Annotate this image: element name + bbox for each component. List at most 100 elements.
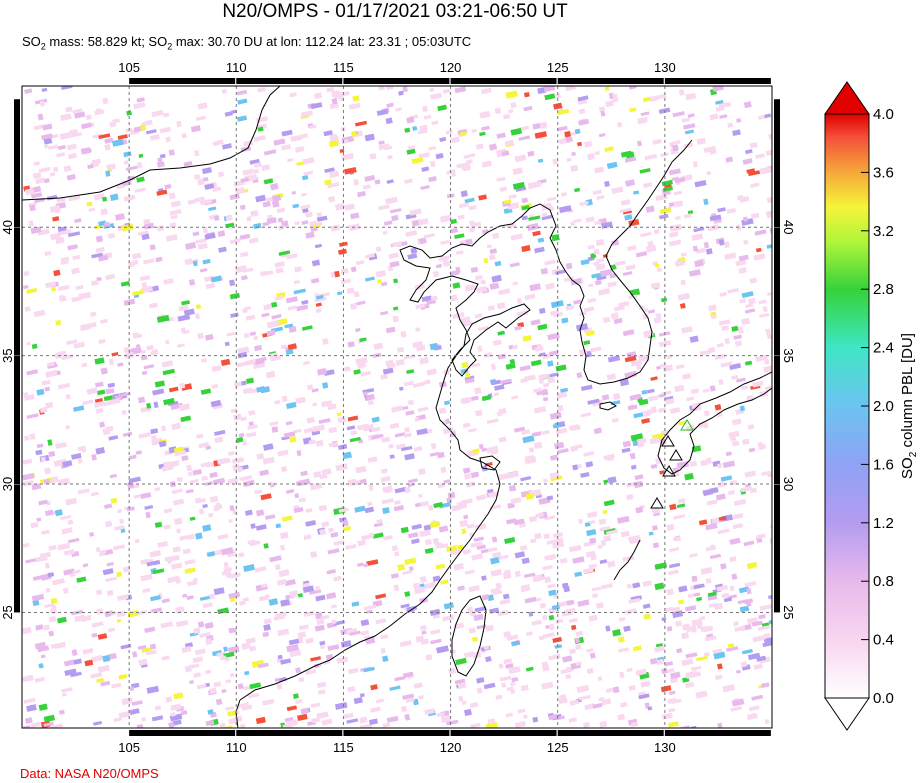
lat-tick-label-right: 30 <box>781 477 796 491</box>
so2-pixel <box>94 397 103 403</box>
so2-pixel <box>144 504 154 510</box>
so2-pixel <box>228 572 241 579</box>
so2-pixel <box>44 281 56 289</box>
so2-pixel <box>462 467 471 474</box>
so2-pixel <box>263 149 277 156</box>
so2-pixel <box>121 223 134 232</box>
so2-pixel <box>38 663 44 669</box>
so2-pixel <box>758 114 765 120</box>
so2-pixel <box>405 230 418 237</box>
so2-pixel <box>168 149 175 156</box>
so2-pixel <box>624 355 637 363</box>
so2-pixel <box>487 305 495 311</box>
so2-pixel <box>353 178 360 186</box>
so2-pixel <box>709 214 722 222</box>
so2-pixel <box>739 195 750 203</box>
top-frame-tick <box>557 78 664 84</box>
so2-pixel <box>568 717 578 723</box>
so2-pixel <box>735 669 741 674</box>
so2-max-text: max: 30.70 DU at lon: 112.24 lat: 23.31 … <box>172 34 472 49</box>
so2-pixel <box>57 144 66 151</box>
so2-pixel <box>485 624 494 632</box>
so2-pixel <box>365 394 375 401</box>
lon-tick-label-top: 110 <box>226 60 247 75</box>
so2-pixel <box>94 381 104 388</box>
so2-pixel <box>195 238 207 244</box>
map-edge-ticks <box>14 78 780 736</box>
so2-pixel <box>614 305 625 312</box>
volcano-marker <box>680 419 694 431</box>
so2-pixel <box>418 152 430 159</box>
so2-pixel <box>532 716 539 723</box>
so2-pixel <box>50 597 58 605</box>
so2-pixel <box>294 221 300 226</box>
so2-pixel <box>278 250 291 256</box>
so2-pixel <box>259 469 270 476</box>
so2-pixel <box>481 394 492 402</box>
so2-pixel <box>706 499 718 506</box>
so2-pixel <box>77 488 90 495</box>
so2-pixel <box>163 397 175 406</box>
so2-pixel <box>151 109 164 118</box>
so2-pixel <box>204 333 214 341</box>
so2-pixel <box>179 382 186 389</box>
so2-pixel <box>466 523 475 529</box>
so2-pixel <box>620 199 631 206</box>
so2-pixel <box>735 259 747 267</box>
so2-pixel <box>548 623 555 631</box>
so2-pixel <box>107 232 116 239</box>
so2-pixel <box>118 711 130 719</box>
so2-pixel <box>445 418 451 424</box>
so2-pixel <box>177 343 185 348</box>
so2-pixel <box>343 712 354 720</box>
so2-pixel <box>80 323 93 331</box>
so2-pixel <box>543 533 550 540</box>
so2-pixel <box>692 161 698 168</box>
so2-pixel <box>199 595 210 601</box>
so2-pixel <box>598 518 607 525</box>
so2-pixel <box>156 161 165 168</box>
so2-pixel <box>746 588 752 595</box>
so2-pixel <box>648 531 654 536</box>
so2-pixel <box>752 635 765 643</box>
so2-pixel <box>281 466 288 473</box>
so2-pixel <box>232 464 241 472</box>
so2-pixel <box>320 614 330 620</box>
so2-pixel <box>603 479 609 484</box>
so2-pixel <box>546 539 558 545</box>
so2-pixel <box>601 394 610 401</box>
so2-pixel <box>470 221 482 228</box>
so2-pixel <box>158 440 167 448</box>
so2-pixel <box>569 648 577 655</box>
so2-pixel <box>703 198 709 206</box>
so2-pixel <box>24 188 35 196</box>
so2-pixel <box>289 435 297 443</box>
so2-pixel <box>557 448 569 454</box>
so2-pixel <box>654 562 668 570</box>
so2-pixel <box>106 561 114 567</box>
so2-pixel <box>438 407 447 414</box>
so2-pixel <box>763 632 771 639</box>
so2-pixel <box>598 287 611 296</box>
so2-pixel <box>324 179 333 186</box>
so2-pixel <box>172 546 181 553</box>
so2-pixel <box>649 95 658 102</box>
so2-pixel <box>55 442 67 449</box>
so2-pixel <box>478 443 484 450</box>
so2-pixel <box>671 606 681 613</box>
bottom-frame-tick <box>343 730 450 736</box>
so2-pixel <box>703 651 711 658</box>
so2-pixel <box>476 494 487 501</box>
so2-pixel <box>709 149 717 155</box>
so2-pixel <box>606 373 617 381</box>
so2-pixel <box>431 120 439 126</box>
so2-pixel <box>284 716 294 723</box>
so2-pixel <box>340 417 346 423</box>
so2-pixel <box>392 241 402 248</box>
so2-pixel <box>382 230 388 235</box>
so2-pixel <box>64 668 77 676</box>
so2-pixel <box>297 713 308 721</box>
so2-pixel <box>427 504 434 512</box>
so2-pixel <box>187 199 197 205</box>
so2-pixel <box>111 682 122 689</box>
